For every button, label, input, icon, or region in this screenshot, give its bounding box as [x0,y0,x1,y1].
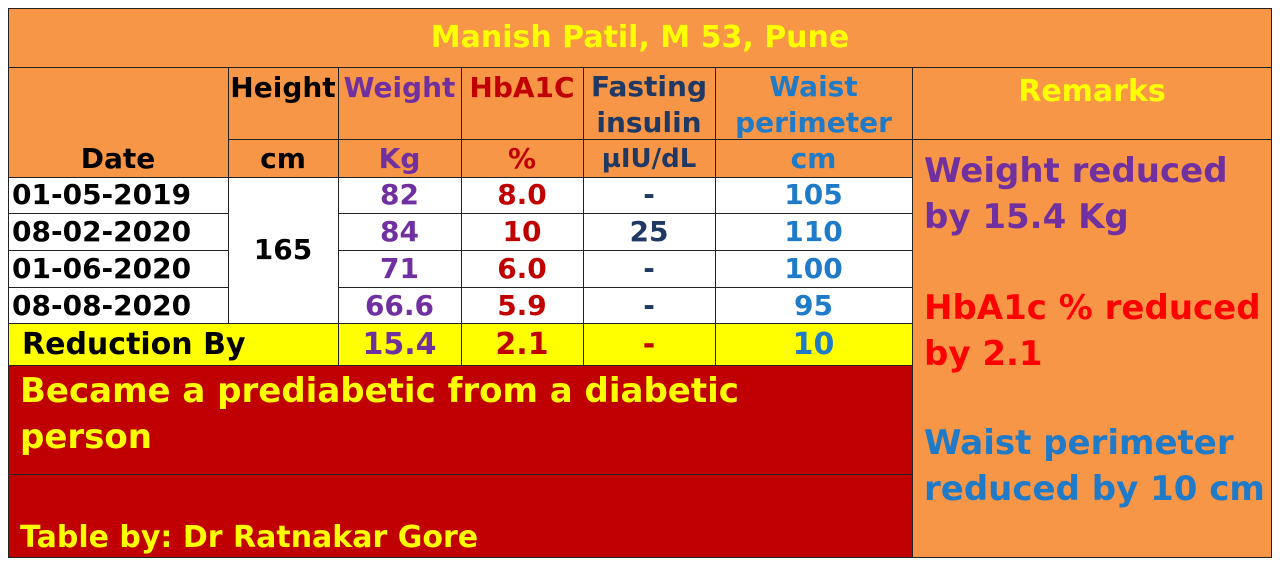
grid-line [8,557,1272,558]
row-fasting: - [643,288,655,322]
row-waist: 110 [784,215,843,248]
grid-line [8,213,228,214]
row-waist: 105 [784,178,843,211]
grid-line [8,474,912,475]
row-hba1c: 10 [502,215,542,248]
unit-fasting: µIU/dL [601,143,697,174]
unit-hba1c: % [507,141,537,175]
grid-line [912,67,913,558]
reduction-row-background [8,323,912,365]
grid-line [8,67,1272,68]
grid-line [8,8,1272,9]
row-weight: 66.6 [364,288,435,322]
row-date: 01-05-2019 [12,178,192,211]
row-fasting: - [643,252,655,285]
grid-line [8,323,912,324]
header-height: Height [230,71,336,104]
row-weight: 71 [380,252,419,285]
header-hba1c: HbA1C [469,71,575,104]
row-hba1c: 6.0 [497,252,547,285]
grid-line [8,8,9,558]
grid-line [8,250,228,251]
row-date: 08-08-2020 [12,288,192,322]
row-fasting: 25 [629,215,669,248]
header-remarks: Remarks [1018,74,1166,109]
row-waist: 100 [784,252,843,285]
reduction-waist: 10 [792,326,835,362]
grid-line [228,67,229,323]
grid-line [338,250,912,251]
credit-text: Table by: Dr Ratnakar Gore [20,520,479,555]
grid-line [583,67,584,365]
remark-weight: Weight reduced by 15.4 Kg [924,151,1228,237]
grid-line [1271,8,1272,558]
reduction-fasting: - [642,326,656,362]
page-title: Manish Patil, M 53, Pune [430,19,850,55]
grid-line [8,177,912,178]
header-waist-perimeter: Waist perimeter [735,70,892,139]
header-fasting-insulin: Fasting insulin [590,70,707,139]
row-date: 08-02-2020 [12,215,192,248]
grid-line [228,139,1272,140]
height-value: 165 [253,233,313,266]
remark-hba1c: HbA1c % reduced by 2.1 [924,288,1261,374]
row-waist: 95 [794,288,833,322]
remark-waist: Waist perimeter reduced by 10 cm [924,423,1265,509]
unit-waist: cm [790,141,837,175]
header-weight: Weight [343,71,456,104]
grid-line [461,67,462,365]
unit-height: cm [260,141,306,175]
reduction-hba1c: 2.1 [495,326,549,362]
conclusion-text: Became a prediabetic from a diabetic per… [20,371,739,457]
grid-line [715,67,716,365]
header-date: Date [80,141,156,175]
grid-line [338,67,339,365]
unit-weight: Kg [378,141,421,175]
row-weight: 84 [380,215,419,248]
row-hba1c: 5.9 [497,288,547,322]
row-fasting: - [643,178,655,211]
grid-line [338,213,912,214]
conclusion-background [8,365,912,558]
row-date: 01-06-2020 [12,252,192,285]
row-weight: 82 [380,178,419,211]
grid-line [338,287,912,288]
row-hba1c: 8.0 [497,178,547,211]
grid-line [8,365,912,366]
reduction-weight: 15.4 [362,326,437,362]
reduction-label: Reduction By [22,326,246,362]
grid-line [8,287,228,288]
